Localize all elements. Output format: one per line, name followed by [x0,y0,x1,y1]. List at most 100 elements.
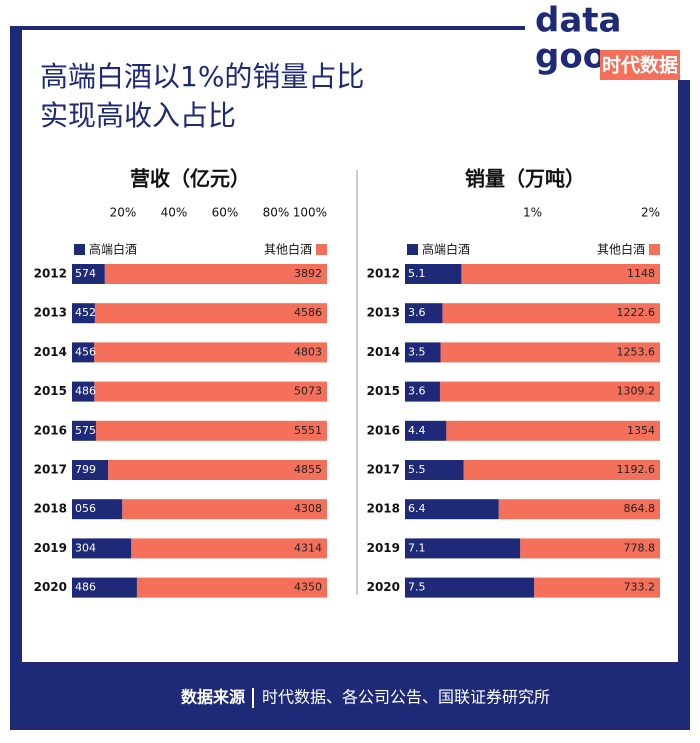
bar-segment [405,264,462,284]
logo-badge [600,50,680,80]
value-label: 864.8 [624,502,656,515]
value-label: 3.6 [408,306,426,319]
bar-segment [405,577,535,598]
bar-segment [520,538,660,559]
bar-segment [72,460,109,480]
y-tick-label: 2017 [34,463,67,477]
y-tick-label: 2015 [367,384,400,398]
value-label: 1309.2 [617,385,656,398]
value-label: 5.5 [408,463,426,476]
bar-segment [122,499,327,520]
y-tick-label: 2016 [367,423,400,437]
footer-band [10,662,690,730]
footer-source: 时代数据、各公司公告、国联证券研究所 [262,688,550,707]
bar-segment [108,460,327,480]
value-label: 1222.6 [617,306,656,319]
bar-segment [440,342,660,363]
bar-segment [463,460,660,480]
value-label: 5.1 [408,267,426,280]
bar-segment [534,577,660,598]
y-tick-label: 2020 [34,580,67,594]
value-label: 6.4 [408,502,426,515]
bar-segment [72,264,105,284]
y-tick-label: 2013 [34,306,67,320]
y-tick-label: 2017 [367,463,400,477]
value-label: 4586 [294,306,322,319]
chart-title: 营收（亿元） [130,167,250,191]
y-tick-label: 2013 [367,306,400,320]
x-tick-label: 2% [641,206,660,220]
bar-segment [405,538,521,559]
bar-segment [405,420,447,441]
value-label: 1148 [627,267,655,280]
y-tick-label: 2020 [367,580,400,594]
bar-segment [461,264,660,284]
legend-label: 高端白酒 [89,242,137,257]
value-label: 3.5 [408,345,426,358]
value-label: 486 [75,385,96,398]
bar-segment [72,303,95,324]
title-line: 实现高收入占比 [40,99,236,132]
value-label: 304 [75,541,96,554]
bar-segment [442,303,660,324]
bar-segment [131,538,327,559]
bar-segment [136,577,327,598]
bar-segment [72,499,123,520]
y-tick-label: 2014 [367,345,400,359]
legend-swatch [74,244,85,255]
bar-segment [439,381,660,402]
x-tick-label: 60% [212,206,239,220]
value-label: 452 [75,306,96,319]
bar-segment [94,303,327,324]
x-tick-label: 40% [161,206,188,220]
value-label: 7.5 [408,581,426,594]
x-tick-label: 100% [293,206,327,220]
value-label: 4314 [294,541,322,554]
value-label: 5551 [294,424,322,437]
bar-segment [405,499,499,520]
y-tick-label: 2018 [367,502,400,516]
y-tick-label: 2018 [34,502,67,516]
bar-segment [72,342,95,363]
bar-segment [405,381,440,402]
value-label: 4855 [294,463,322,476]
value-label: 1192.6 [617,463,656,476]
legend-label: 其他白酒 [264,242,312,257]
bar-segment [104,264,327,284]
logo-bottom: goo [535,37,606,77]
bar-segment [95,420,327,441]
value-label: 778.8 [624,541,656,554]
legend-swatch [316,244,327,255]
x-tick-label: 80% [263,206,290,220]
y-tick-label: 2015 [34,384,67,398]
y-tick-label: 2019 [367,541,400,555]
value-label: 3.6 [408,385,426,398]
top-border [10,26,525,30]
y-tick-label: 2016 [34,423,67,437]
bar-segment [94,342,328,363]
footer-separator [252,688,254,708]
bar-segment [498,499,660,520]
logo-top: data [535,1,621,41]
bar-segment [72,420,96,441]
chart-title: 销量（万吨） [465,167,585,191]
y-tick-label: 2012 [367,267,400,281]
value-label: 5073 [294,385,322,398]
value-label: 4350 [294,581,322,594]
y-tick-label: 2014 [34,345,67,359]
value-label: 486 [75,581,96,594]
bar-segment [405,460,464,480]
bar-segment [72,577,137,598]
value-label: 3892 [294,267,322,280]
legend-swatch [407,244,418,255]
value-label: 733.2 [624,581,656,594]
title-line: 高端白酒以1%的销量占比 [40,60,364,93]
value-label: 1253.6 [617,345,656,358]
y-tick-label: 2012 [34,267,67,281]
value-label: 1354 [627,424,655,437]
value-label: 4308 [294,502,322,515]
left-border [10,26,22,666]
logo-text: 时代数据 [602,54,678,77]
value-label: 056 [75,502,96,515]
